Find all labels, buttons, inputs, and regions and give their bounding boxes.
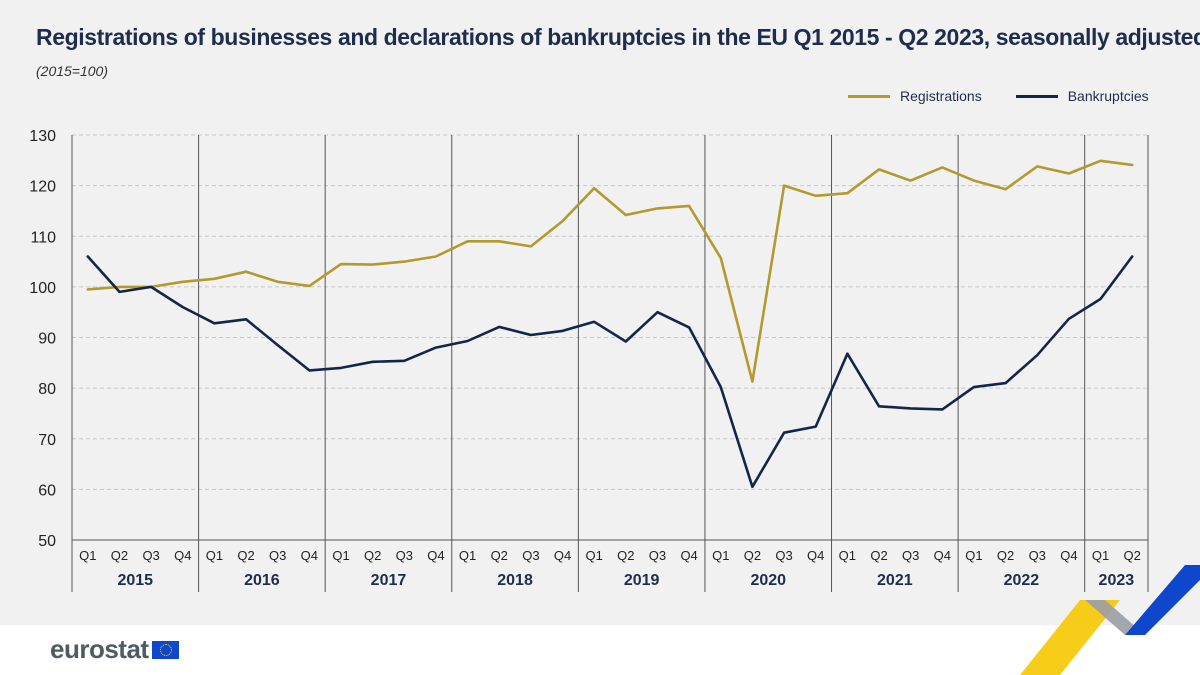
x-tick-label-2016Q2: Q2 (237, 548, 254, 563)
legend-item-registrations: Registrations (848, 88, 982, 104)
x-tick-label-2020Q4: Q4 (807, 548, 824, 563)
y-tick-label-110: 110 (30, 229, 56, 246)
x-tick-label-2020Q3: Q3 (775, 548, 792, 563)
x-tick-label-2022Q2: Q2 (997, 548, 1014, 563)
x-tick-label-2017Q1: Q1 (332, 548, 349, 563)
y-tick-label-70: 70 (38, 432, 56, 449)
x-tick-label-2022Q4: Q4 (1060, 548, 1077, 563)
x-tick-label-2019Q4: Q4 (680, 548, 697, 563)
year-label-2016: 2016 (244, 572, 280, 589)
y-tick-label-130: 130 (29, 128, 56, 145)
yellow-stripe (1020, 600, 1120, 675)
y-tick-label-120: 120 (29, 179, 56, 196)
year-label-2019: 2019 (624, 572, 660, 589)
line-chart: 50 60 70 80 90 100 110 120 130 2015 2016 2017 2018 20… (29, 128, 1149, 592)
year-label-2020: 2020 (750, 572, 786, 589)
y-tick-label-50: 50 (38, 533, 56, 550)
x-tick-label-2018Q2: Q2 (491, 548, 508, 563)
x-tick-label-2016Q4: Q4 (301, 548, 318, 563)
chart-title: Registrations of businesses and declarat… (36, 24, 1200, 50)
x-tick-label-2020Q2: Q2 (744, 548, 761, 563)
footer (0, 625, 1200, 675)
legend-label-registrations: Registrations (900, 88, 982, 104)
x-tick-label-2022Q1: Q1 (965, 548, 982, 563)
x-tick-label-2016Q3: Q3 (269, 548, 286, 563)
year-label-2017: 2017 (371, 572, 407, 589)
x-tick-label-2021Q4: Q4 (934, 548, 951, 563)
y-tick-label-60: 60 (38, 482, 56, 499)
year-label-2015: 2015 (117, 572, 153, 589)
x-tick-label-2021Q3: Q3 (902, 548, 919, 563)
x-tick-label-2015Q2: Q2 (111, 548, 128, 563)
x-tick-label-2017Q2: Q2 (364, 548, 381, 563)
year-label-2018: 2018 (497, 572, 533, 589)
blue-stripe (1125, 565, 1200, 635)
grey-stripe (1085, 600, 1145, 635)
x-tick-label-2023Q1: Q1 (1092, 548, 1109, 563)
legend-item-bankruptcies: Bankruptcies (1015, 88, 1149, 104)
year-label-2022: 2022 (1004, 572, 1040, 589)
legend-label-bankruptcies: Bankruptcies (1067, 88, 1149, 104)
series-line-registrations (86, 159, 1134, 383)
x-tick-label-2017Q4: Q4 (427, 548, 444, 563)
logo-text: eurostat (50, 634, 149, 664)
x-tick-label-2015Q1: Q1 (79, 548, 96, 563)
y-tick-label-90: 90 (38, 331, 56, 348)
legend: Registrations Bankruptcies (848, 88, 1183, 104)
y-tick-label-100: 100 (29, 280, 56, 297)
legend-swatch-bankruptcies (1015, 94, 1058, 98)
series-line-bankruptcies (86, 255, 1134, 489)
decorative-stripes (1020, 565, 1200, 675)
legend-swatch-registrations (848, 94, 890, 98)
year-label-2021: 2021 (877, 572, 913, 589)
x-tick-label-2021Q2: Q2 (870, 548, 887, 563)
x-tick-label-2016Q1: Q1 (206, 548, 223, 563)
x-tick-label-2019Q1: Q1 (586, 548, 603, 563)
eurostat-logo: eurostat (50, 634, 179, 665)
chart-subtitle: (2015=100) (36, 63, 109, 79)
x-tick-label-2022Q3: Q3 (1029, 548, 1046, 563)
x-tick-label-2020Q1: Q1 (712, 548, 729, 563)
y-tick-label-80: 80 (38, 381, 56, 398)
x-tick-label-2023Q2: Q2 (1124, 548, 1141, 563)
x-tick-label-2021Q1: Q1 (839, 548, 856, 563)
x-tick-label-2019Q3: Q3 (649, 548, 666, 563)
x-tick-label-2018Q3: Q3 (522, 548, 539, 563)
x-tick-label-2017Q3: Q3 (396, 548, 413, 563)
x-tick-label-2018Q1: Q1 (459, 548, 476, 563)
x-tick-label-2015Q4: Q4 (174, 548, 191, 563)
x-tick-label-2019Q2: Q2 (617, 548, 634, 563)
x-tick-label-2018Q4: Q4 (554, 548, 571, 563)
year-label-2023: 2023 (1099, 572, 1135, 589)
x-tick-label-2015Q3: Q3 (142, 548, 159, 563)
eu-flag-icon (151, 640, 179, 659)
